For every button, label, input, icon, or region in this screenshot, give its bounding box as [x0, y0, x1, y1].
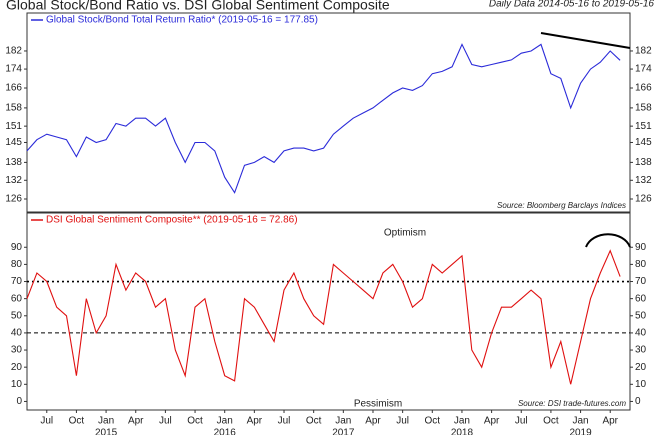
legend-label: Global Stock/Bond Total Return Ratio* (2…	[46, 15, 318, 26]
y-tick-label: 80	[11, 259, 23, 270]
y-tick-label: 126	[5, 194, 22, 205]
y-tick-label: 70	[635, 276, 647, 287]
y-tick-label: 174	[635, 64, 652, 75]
x-tick-label: Jan	[217, 416, 233, 427]
y-tick-label: 166	[635, 83, 652, 94]
x-tick-label: Apr	[128, 416, 144, 427]
y-tick-label: 20	[11, 362, 23, 373]
y-tick-label: 30	[635, 345, 647, 356]
x-tick-label: Apr	[365, 416, 381, 427]
x-tick-label: Oct	[543, 416, 559, 427]
data-line	[26, 249, 621, 385]
source-note: Source: Bloomberg Barclays Indices	[497, 201, 626, 210]
x-tick-label: Jul	[40, 416, 53, 427]
x-tick-label: Jul	[396, 416, 409, 427]
y-tick-label: 40	[635, 328, 647, 339]
y-tick-label: 20	[635, 362, 647, 373]
y-tick-label: 145	[5, 137, 22, 148]
y-tick-label: 138	[5, 157, 22, 168]
top-arc	[585, 233, 631, 248]
x-tick-label: Jul	[159, 416, 172, 427]
y-tick-label: 10	[11, 379, 23, 390]
y-tick-label: 0	[635, 396, 641, 407]
y-tick-label: 60	[635, 293, 647, 304]
y-tick-label: 132	[635, 175, 652, 186]
x-tick-label: Apr	[602, 416, 618, 427]
y-tick-label: 80	[635, 259, 647, 270]
x-tick-label: Oct	[187, 416, 203, 427]
chart-subtitle: Daily Data 2014-05-16 to 2019-05-16	[489, 0, 654, 10]
y-tick-label: 30	[11, 345, 23, 356]
y-tick-label: 60	[11, 293, 23, 304]
x-tick-label: Jan	[98, 416, 114, 427]
y-tick-label: 50	[11, 310, 23, 321]
x-tick-label: Jan	[454, 416, 470, 427]
legend-label: DSI Global Sentiment Composite** (2019-0…	[46, 215, 298, 226]
y-tick-label: 166	[5, 83, 22, 94]
x-year-label: 2019	[569, 428, 592, 435]
x-tick-label: Jan	[335, 416, 351, 427]
x-tick-label: Oct	[306, 416, 322, 427]
bottom-panel-frame	[26, 212, 631, 411]
y-tick-label: 40	[11, 328, 23, 339]
x-tick-label: Oct	[425, 416, 441, 427]
x-tick-label: Jul	[278, 416, 291, 427]
y-tick-label: 151	[635, 121, 652, 132]
x-tick-label: Jul	[515, 416, 528, 427]
y-tick-label: 158	[5, 103, 22, 114]
y-tick-label: 70	[11, 276, 23, 287]
y-tick-label: 138	[635, 157, 652, 168]
y-tick-label: 126	[635, 194, 652, 205]
x-tick-label: Jan	[573, 416, 589, 427]
y-tick-label: 50	[635, 310, 647, 321]
x-year-label: 2016	[214, 428, 237, 435]
chart-title: Global Stock/Bond Ratio vs. DSI Global S…	[6, 0, 390, 13]
y-tick-label: 158	[635, 103, 652, 114]
optimism-note: Optimism	[384, 228, 426, 239]
y-tick-label: 145	[635, 137, 652, 148]
y-tick-label: 90	[635, 242, 647, 253]
y-tick-label: 132	[5, 175, 22, 186]
y-tick-label: 10	[635, 379, 647, 390]
trend-line	[540, 32, 631, 49]
source-note: Source: DSI trade-futures.com	[518, 399, 626, 408]
top-panel-frame	[26, 12, 631, 213]
y-tick-label: 151	[5, 121, 22, 132]
x-year-label: 2015	[95, 428, 118, 435]
x-tick-label: Apr	[247, 416, 263, 427]
y-tick-label: 174	[5, 64, 22, 75]
y-tick-label: 0	[16, 396, 22, 407]
data-line	[26, 43, 621, 194]
x-year-label: 2018	[451, 428, 474, 435]
x-year-label: 2017	[332, 428, 355, 435]
x-tick-label: Oct	[69, 416, 85, 427]
x-tick-label: Apr	[484, 416, 500, 427]
y-tick-label: 182	[5, 46, 22, 57]
pessimism-note: Pessimism	[354, 399, 402, 410]
y-tick-label: 90	[11, 242, 23, 253]
y-tick-label: 182	[635, 46, 652, 57]
